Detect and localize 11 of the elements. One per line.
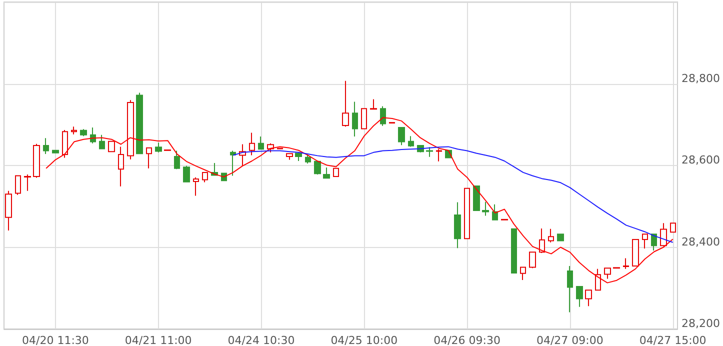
y-tick-label: 28,400 — [682, 235, 720, 248]
x-tick-label: 04/27 15:00 — [639, 334, 706, 346]
x-tick-label: 04/21 11:00 — [124, 334, 192, 346]
y-tick-label: 28,800 — [682, 72, 720, 85]
x-tick-label: 04/27 09:00 — [536, 334, 604, 346]
x-tick-label: 04/26 09:30 — [434, 334, 500, 346]
x-tick-label: 04/20 11:30 — [22, 334, 89, 346]
x-tick-label: 04/25 10:00 — [330, 334, 398, 346]
y-tick-label: 28,600 — [682, 154, 720, 166]
x-tick-label: 04/24 10:30 — [228, 334, 295, 346]
y-tick-label: 28,200 — [682, 317, 720, 330]
